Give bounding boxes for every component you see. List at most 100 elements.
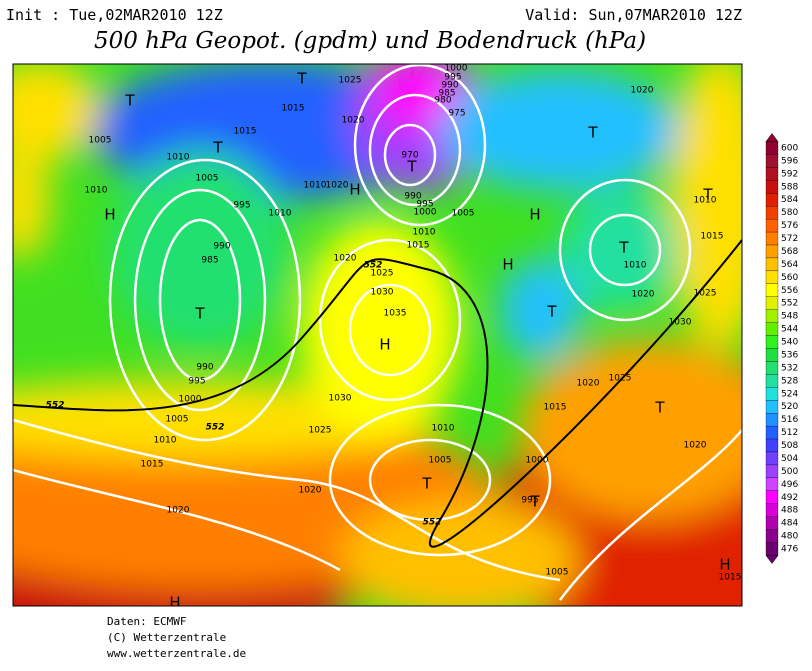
- colorbar-swatch: [765, 257, 779, 272]
- colorbar-swatch: [765, 529, 779, 543]
- colorbar-swatch: [765, 516, 779, 530]
- isobar-label: 1020: [326, 181, 349, 191]
- isobar-label: 990: [404, 192, 421, 202]
- isobar-label: 1005: [452, 209, 475, 219]
- thickness-label: 552: [364, 261, 383, 271]
- colorbar-label: 488: [781, 506, 798, 516]
- isobar-label: 1030: [329, 394, 352, 404]
- isobar-label: 1025: [694, 289, 717, 299]
- isobar-label: 1010: [413, 228, 436, 238]
- colorbar-swatch: [765, 193, 779, 207]
- isobar-label: 1000: [414, 208, 437, 218]
- isobar-label: 1020: [299, 486, 322, 496]
- colorbar-swatch: [765, 464, 779, 479]
- colorbar-label: 512: [781, 428, 798, 438]
- isobar-label: 970: [401, 151, 418, 161]
- isobar-label: 1025: [609, 374, 632, 384]
- colorbar-label: 592: [781, 169, 798, 179]
- thickness-552-line: [13, 239, 742, 548]
- colorbar-label: 516: [781, 415, 798, 425]
- colorbar-label: 584: [781, 195, 798, 205]
- colorbar-swatch: [765, 438, 779, 453]
- colorbar-swatch: [765, 361, 779, 375]
- isobar-label: 1005: [89, 136, 112, 146]
- pressure-center: H: [379, 336, 390, 354]
- pressure-center: H: [502, 256, 513, 274]
- isobar-label: 1010: [85, 186, 108, 196]
- colorbar-label: 476: [781, 545, 798, 555]
- thickness-label: 552: [206, 423, 225, 433]
- colorbar-label: 484: [781, 519, 798, 529]
- isobar-label: 1010: [154, 436, 177, 446]
- colorbar-swatch: [765, 180, 779, 194]
- isobar-label: 1020: [684, 441, 707, 451]
- pressure-center: H: [719, 556, 730, 574]
- colorbar-label: 576: [781, 221, 798, 231]
- colorbar-label: 520: [781, 402, 798, 412]
- colorbar-cap: [765, 555, 779, 564]
- isobar-label: 1015: [544, 403, 567, 413]
- isobar-label: 1015: [701, 232, 724, 242]
- valid-time: Valid: Sun,07MAR2010 12Z: [525, 6, 742, 24]
- footer-line: Daten: ECMWF: [107, 615, 186, 628]
- colorbar-label: 552: [781, 299, 798, 309]
- colorbar-label: 492: [781, 493, 798, 503]
- colorbar-label: 560: [781, 273, 798, 283]
- isobar-label: 995: [444, 73, 461, 83]
- isobar-label: 1005: [429, 456, 452, 466]
- isobar-label: 1005: [166, 415, 189, 425]
- footer-line: (C) Wetterzentrale: [107, 631, 226, 644]
- colorbar-label: 504: [781, 454, 798, 464]
- colorbar-swatch: [765, 283, 779, 297]
- isobar-label: 995: [233, 201, 250, 211]
- pressure-center: T: [421, 475, 432, 493]
- pressure-center: H: [349, 181, 360, 199]
- colorbar-label: 580: [781, 208, 798, 218]
- colorbar-swatch: [765, 374, 779, 388]
- colorbar-swatch: [765, 387, 779, 401]
- pressure-center: T: [654, 399, 665, 417]
- isobar-label: 985: [438, 89, 455, 99]
- colorbar-swatch: [765, 348, 779, 362]
- isobar-label: 1015: [234, 127, 257, 137]
- colorbar-swatch: [765, 154, 779, 168]
- colorbar-label: 508: [781, 441, 798, 451]
- isobar-label: 1020: [342, 116, 365, 126]
- isobar-label: 1005: [546, 568, 569, 578]
- isobar-label: 1020: [167, 506, 190, 516]
- colorbar-label: 544: [781, 325, 798, 335]
- isobar-label: 1000: [179, 395, 202, 405]
- footer-line: www.wetterzentrale.de: [107, 647, 246, 660]
- colorbar-swatch: [765, 206, 779, 220]
- map-title: 500 hPa Geopot. (gpdm) und Bodendruck (h…: [94, 28, 646, 54]
- pressure-center: T: [546, 303, 557, 321]
- isobar-label: 1010: [304, 181, 327, 191]
- colorbar-swatch: [765, 322, 779, 336]
- colorbar-label: 572: [781, 234, 798, 244]
- pressure-center: T: [124, 92, 135, 110]
- colorbar-label: 564: [781, 260, 798, 270]
- map-frame: [12, 63, 743, 607]
- isobar-label: 1020: [577, 379, 600, 389]
- isobar-label: 1010: [432, 424, 455, 434]
- isobar-label: 1030: [669, 318, 692, 328]
- isobar-label: 1000: [445, 64, 468, 74]
- colorbar-swatch: [765, 335, 779, 349]
- colorbar-label: 524: [781, 389, 798, 399]
- pressure-center: T: [212, 139, 223, 157]
- colorbar-swatch: [765, 400, 779, 414]
- isobar-label: 1030: [371, 288, 394, 298]
- isobar-label: 1020: [334, 254, 357, 264]
- isobar-label: 1010: [694, 196, 717, 206]
- isobar-label: 1000: [526, 456, 549, 466]
- colorbar-swatch: [765, 425, 779, 440]
- colorbar-swatch: [765, 218, 779, 233]
- colorbar-swatch: [765, 413, 779, 427]
- pressure-center: T: [587, 124, 598, 142]
- isobar-label: 1025: [371, 269, 394, 279]
- isobar-label: 1035: [384, 309, 407, 319]
- colorbar-swatch: [765, 309, 779, 323]
- isobar-label: 1010: [269, 209, 292, 219]
- colorbar-swatch: [765, 231, 779, 246]
